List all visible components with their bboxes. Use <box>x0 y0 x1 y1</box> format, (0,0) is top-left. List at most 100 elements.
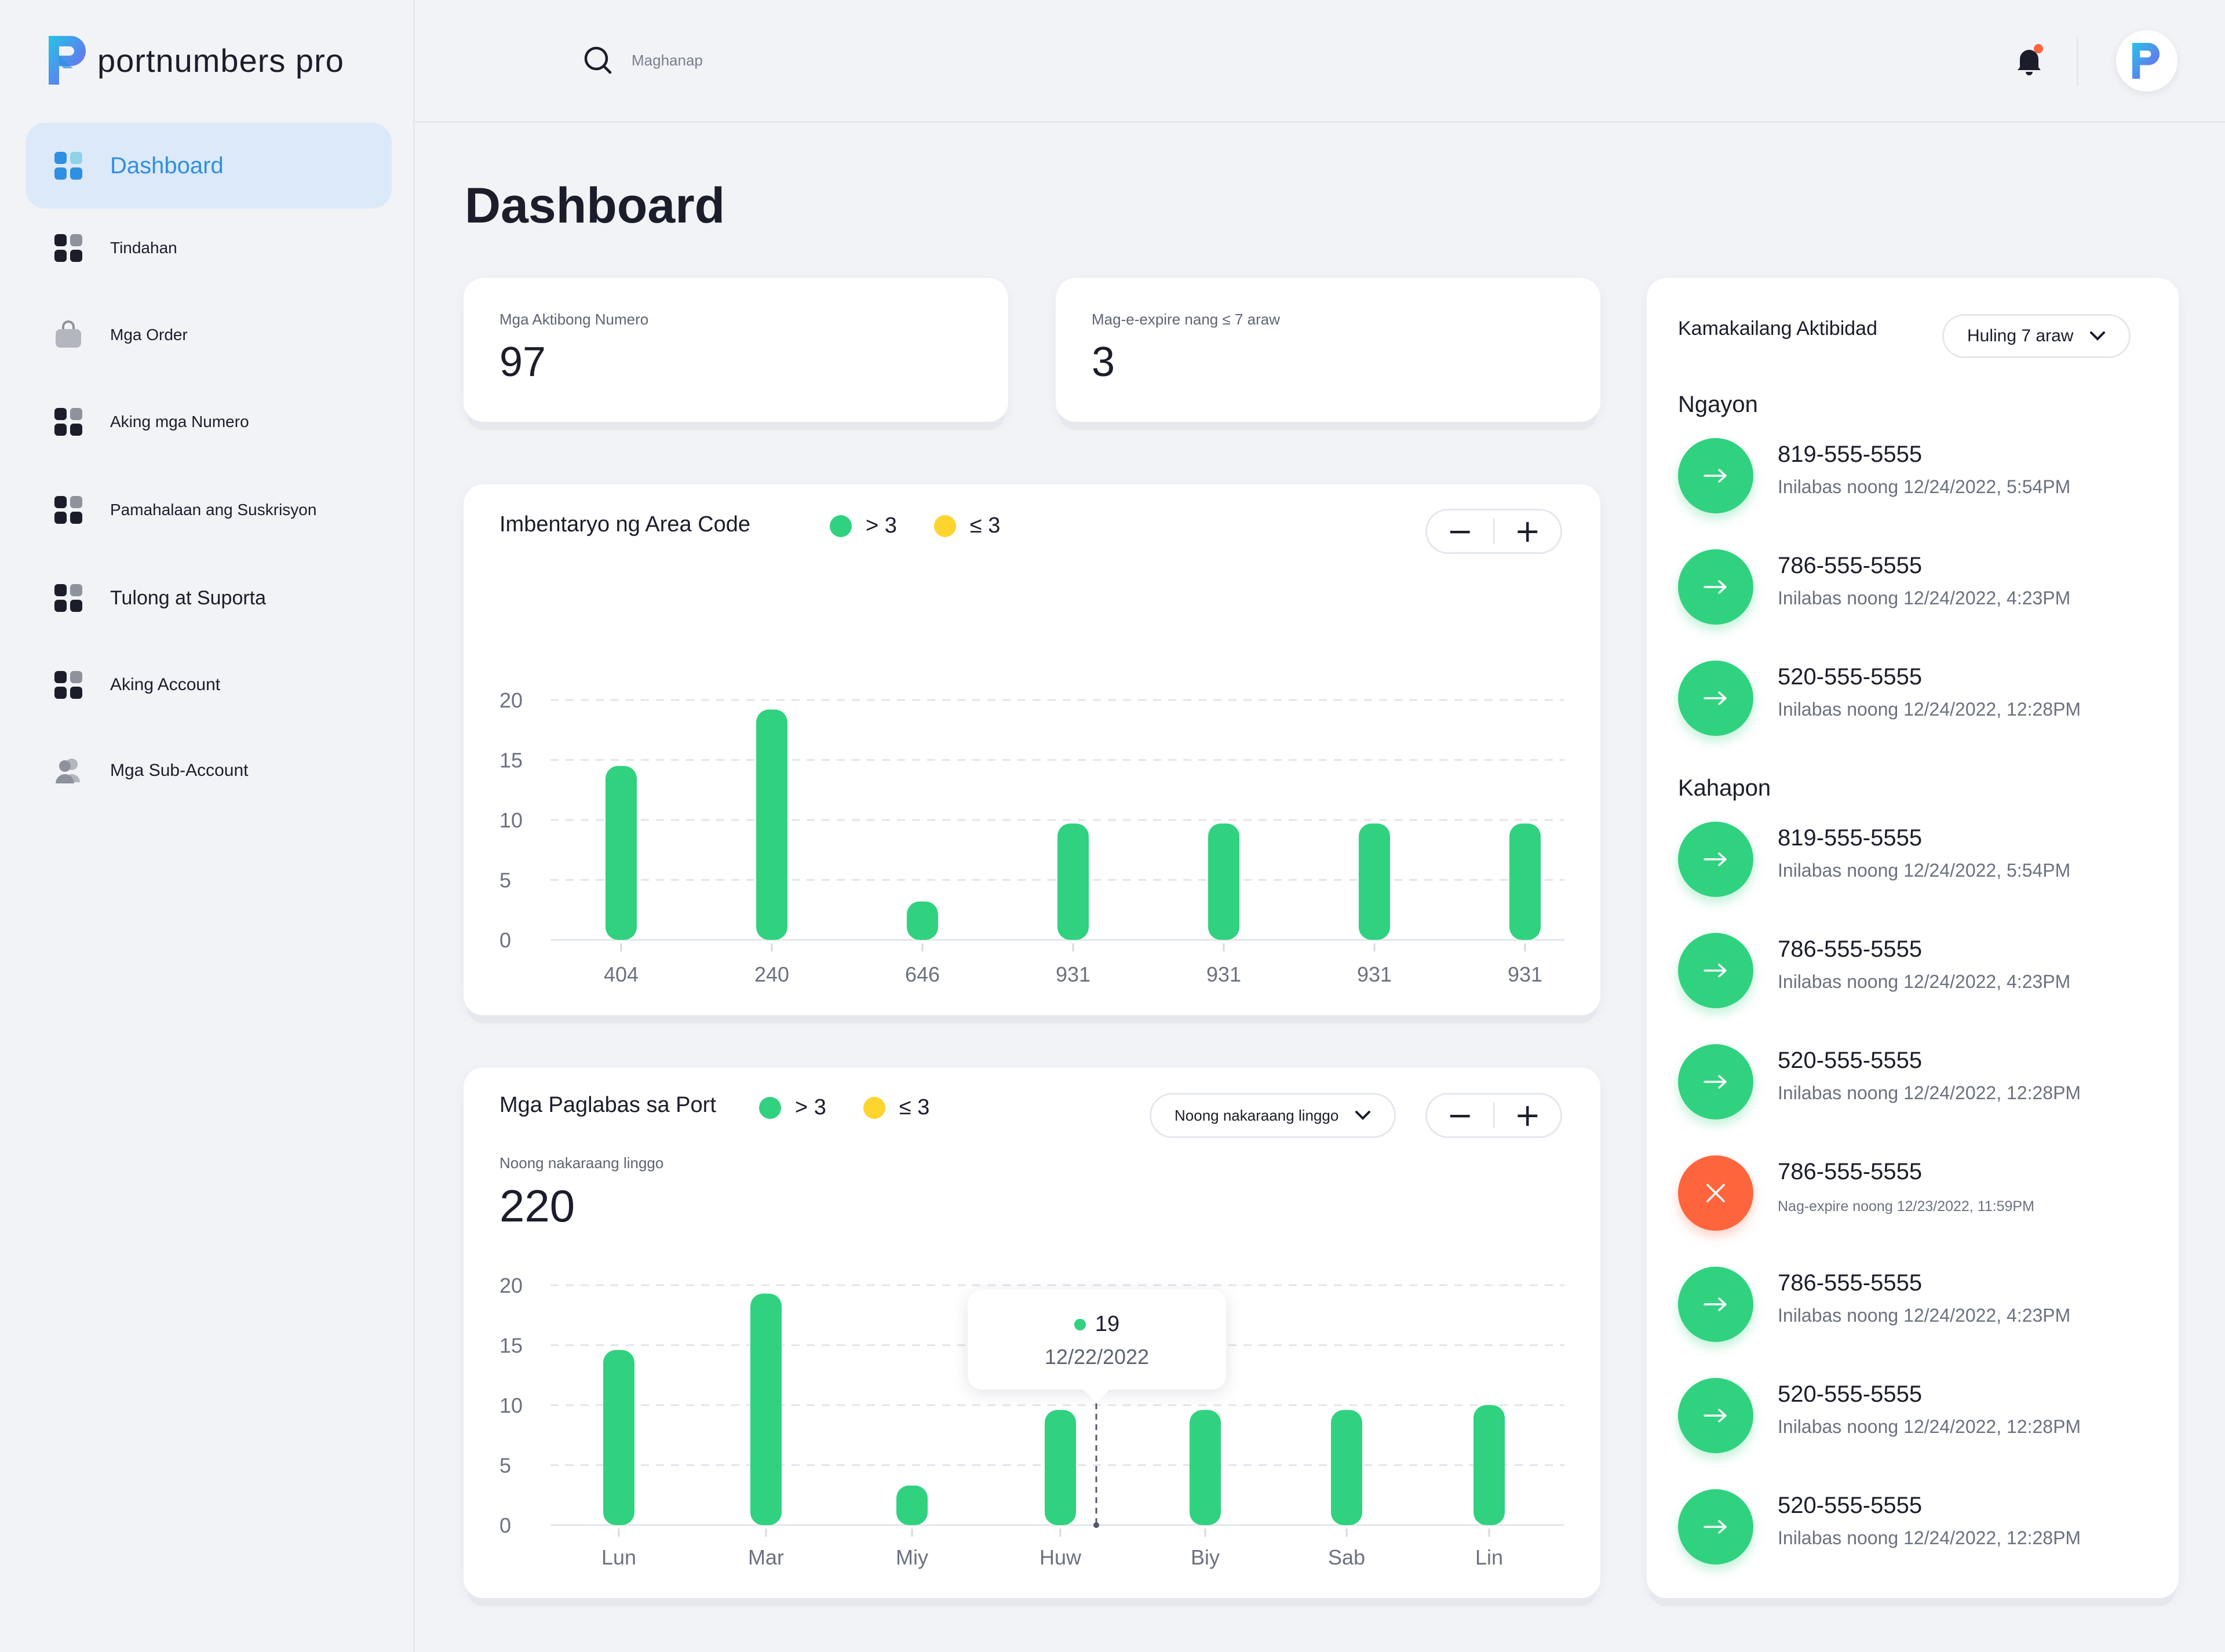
arrow-right-icon <box>1704 1075 1727 1089</box>
tooltip-dot <box>1074 1318 1086 1330</box>
bar[interactable] <box>603 1350 634 1525</box>
x-tick-label: 931 <box>1056 962 1090 986</box>
sidebar-item-mga-sub-account[interactable]: Mga Sub-Account <box>25 728 392 814</box>
bar[interactable] <box>1331 1410 1362 1525</box>
legend-dot-green <box>830 515 852 537</box>
activity-number: 819-555-5555 <box>1778 825 1923 851</box>
activity-range-dropdown[interactable]: Huling 7 araw <box>1942 314 2131 358</box>
bar[interactable] <box>1509 823 1541 940</box>
y-tick-label: 0 <box>499 1514 511 1537</box>
bell-icon[interactable] <box>2014 43 2047 78</box>
bar[interactable] <box>896 1485 928 1525</box>
sidebar-item-tindahan[interactable]: Tindahan <box>25 205 392 291</box>
legend-item: > 3 <box>759 1095 826 1120</box>
recent-activity-panel: Kamakailang Aktibidad Huling 7 araw Ngay… <box>1647 278 2179 1598</box>
close-x-icon <box>1706 1184 1725 1202</box>
activity-number: 786-555-5555 <box>1778 936 1923 962</box>
released-status-badge <box>1678 822 1753 897</box>
bar[interactable] <box>1190 1410 1221 1525</box>
activity-item[interactable]: 520-555-5555 Inilabas noong 12/24/2022, 1… <box>1678 1378 2142 1453</box>
sidebar-item-aking-mga-numero[interactable]: Aking mga Numero <box>25 379 392 465</box>
avatar[interactable] <box>2116 30 2177 92</box>
x-tick-label: Miy <box>896 1545 928 1569</box>
logo-mark-icon <box>49 36 86 85</box>
activity-item[interactable]: 786-555-5555 Inilabas noong 12/24/2022, 4… <box>1678 933 2142 1008</box>
y-tick-label: 15 <box>499 1334 523 1358</box>
activity-item[interactable]: 520-555-5555 Inilabas noong 12/24/2022, 1… <box>1678 1489 2142 1565</box>
search-icon <box>584 46 612 74</box>
y-tick-label: 0 <box>499 928 511 952</box>
chevron-down-icon <box>2090 331 2106 341</box>
activity-number: 520-555-5555 <box>1778 664 1923 690</box>
stat-card-active-numbers: Mga Aktibong Numero 97 <box>464 278 1008 422</box>
store-grid-icon <box>54 234 82 262</box>
zoom-separator <box>1493 519 1495 544</box>
releases-total: 220 <box>499 1180 575 1231</box>
sidebar-item-mga-order[interactable]: Mga Order <box>25 292 392 378</box>
legend-dot-green <box>759 1096 781 1119</box>
search-bar[interactable] <box>583 45 865 75</box>
zoom-out-button[interactable]: − <box>1427 510 1493 552</box>
search-input[interactable] <box>630 50 865 70</box>
activity-number: 786-555-5555 <box>1778 1159 1923 1184</box>
bar[interactable] <box>756 709 787 940</box>
activity-item[interactable]: 520-555-5555 Inilabas noong 12/24/2022, 1… <box>1678 1044 2142 1119</box>
sidebar-item-dashboard[interactable]: Dashboard <box>25 123 392 209</box>
chart-title: Imbentaryo ng Area Code <box>499 512 751 537</box>
zoom-control: − + <box>1425 509 1562 554</box>
x-tick-label: 931 <box>1357 962 1392 986</box>
subscription-grid-icon <box>54 496 82 524</box>
x-tick-label: 404 <box>604 962 639 986</box>
page-title: Dashboard <box>465 178 725 234</box>
top-header <box>415 0 2225 123</box>
activity-number: 819-555-5555 <box>1778 442 1923 467</box>
released-status-badge <box>1678 549 1753 625</box>
activity-detail: Inilabas noong 12/24/2022, 4:23PM <box>1778 971 2071 992</box>
activity-number: 786-555-5555 <box>1778 553 1923 578</box>
users-icon <box>56 758 80 783</box>
sidebar-item-pamahalaan-ang-suskrisyon[interactable]: Pamahalaan ang Suskrisyon <box>25 467 392 553</box>
arrow-right-icon <box>1704 1409 1727 1423</box>
y-tick-label: 5 <box>499 1454 511 1478</box>
bar[interactable] <box>907 901 938 940</box>
sidebar-item-label: Aking mga Numero <box>110 413 249 431</box>
legend-label: > 3 <box>866 513 897 538</box>
legend-item: ≤ 3 <box>933 513 1000 538</box>
activity-item[interactable]: 786-555-5555 Inilabas noong 12/24/2022, 4… <box>1678 1267 2142 1342</box>
stat-label: Mga Aktibong Numero <box>499 311 649 328</box>
x-tick-label: 646 <box>905 962 940 986</box>
zoom-in-button[interactable]: + <box>1495 510 1561 552</box>
bar[interactable] <box>606 765 637 940</box>
x-tick-label: Sab <box>1328 1545 1365 1569</box>
sidebar-item-aking-account[interactable]: Aking Account <box>25 642 392 728</box>
legend-dot-yellow <box>933 515 956 537</box>
activity-number: 520-555-5555 <box>1778 1048 1923 1073</box>
bar[interactable] <box>750 1293 782 1525</box>
activity-item[interactable]: 819-555-5555 Inilabas noong 12/24/2022, 5… <box>1678 822 2142 897</box>
activity-item[interactable]: 520-555-5555 Inilabas noong 12/24/2022, 1… <box>1678 661 2142 736</box>
numbers-grid-icon <box>54 408 82 436</box>
bar[interactable] <box>1359 823 1390 940</box>
activity-item[interactable]: 786-555-5555 Inilabas noong 12/24/2022, 4… <box>1678 549 2142 625</box>
zoom-in-button[interactable]: + <box>1495 1095 1561 1136</box>
bar[interactable] <box>1057 823 1089 940</box>
hover-guide-dot <box>1093 1522 1099 1528</box>
released-status-badge <box>1678 1489 1753 1565</box>
sidebar-item-tulong-at-suporta[interactable]: Tulong at Suporta <box>25 555 392 641</box>
inventory-bar-chart: 0 5 10 15 20 404 240 646 931 931 931 931 <box>499 688 1564 986</box>
y-tick-label: 5 <box>499 869 511 892</box>
app-logo[interactable]: portnumbers pro <box>46 34 344 87</box>
activity-item[interactable]: 786-555-5555 Nag-expire noong 12/23/2022,… <box>1678 1155 2142 1231</box>
x-tick-label: Mar <box>748 1545 784 1569</box>
activity-item[interactable]: 819-555-5555 Inilabas noong 12/24/2022, 5… <box>1678 438 2142 513</box>
chart-tooltip: 19 12/22/2022 <box>968 1290 1226 1390</box>
sidebar-item-label: Pamahalaan ang Suskrisyon <box>110 501 317 519</box>
bar[interactable] <box>1473 1405 1505 1525</box>
y-tick-label: 20 <box>499 688 523 712</box>
bar[interactable] <box>1208 823 1239 940</box>
bar[interactable] <box>1045 1410 1076 1525</box>
arrow-right-icon <box>1704 469 1727 483</box>
period-dropdown[interactable]: Noong nakaraang linggo <box>1150 1093 1396 1138</box>
zoom-out-button[interactable]: − <box>1427 1095 1493 1136</box>
header-divider <box>2077 37 2078 86</box>
